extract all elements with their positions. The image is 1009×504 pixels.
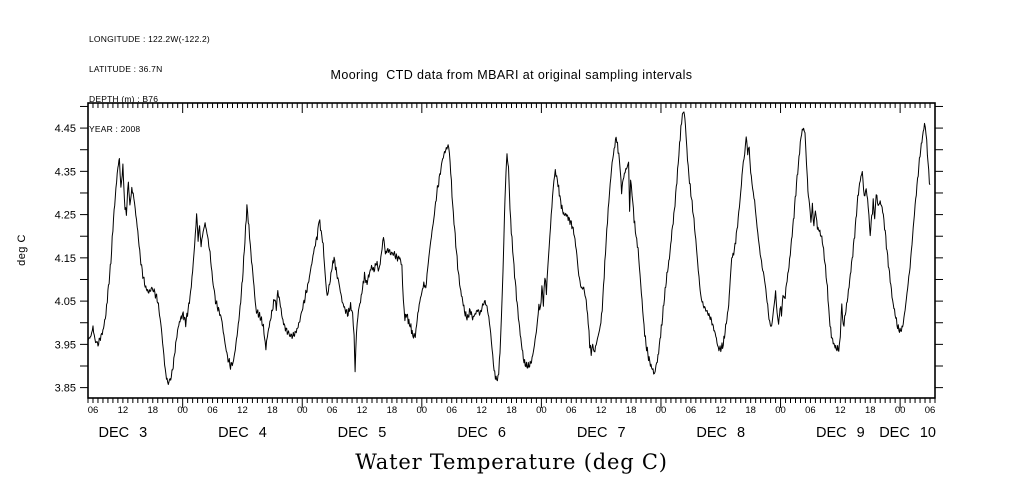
x-date-label: DEC 4 xyxy=(218,425,267,441)
metadata-longitude: LONGITUDE : 122.2W(-122.2) xyxy=(89,34,210,44)
x-hour-label: 06 xyxy=(327,405,338,416)
x-hour-label: 06 xyxy=(566,405,577,416)
x-hour-label: 06 xyxy=(686,405,697,416)
x-hour-label: 18 xyxy=(626,405,637,416)
station-metadata: LONGITUDE : 122.2W(-122.2) LATITUDE : 36… xyxy=(89,14,210,154)
metadata-depth: DEPTH (m) : B76 xyxy=(89,94,159,104)
y-tick-label: 3.95 xyxy=(55,339,76,351)
x-hour-label: 00 xyxy=(417,405,428,416)
x-hour-label: 00 xyxy=(775,405,786,416)
x-hour-label: 12 xyxy=(357,405,368,416)
y-tick-label: 4.15 xyxy=(55,253,76,265)
temperature-line xyxy=(87,111,931,385)
x-date-label: DEC 10 xyxy=(879,425,936,441)
x-hour-label: 06 xyxy=(207,405,218,416)
y-tick-label: 4.05 xyxy=(55,296,76,308)
x-date-label: DEC 6 xyxy=(457,425,506,441)
x-hour-label: 12 xyxy=(835,405,846,416)
x-hour-label: 18 xyxy=(147,405,158,416)
x-hour-label: 06 xyxy=(446,405,457,416)
x-date-label: DEC 3 xyxy=(99,425,148,441)
x-hour-label: 00 xyxy=(297,405,308,416)
x-date-label: DEC 8 xyxy=(696,425,745,441)
y-tick-label: 4.25 xyxy=(55,210,76,222)
axis-frame xyxy=(87,102,936,399)
x-hour-label: 18 xyxy=(506,405,517,416)
x-hour-label: 12 xyxy=(118,405,129,416)
x-hour-label: 18 xyxy=(865,405,876,416)
x-hour-label: 18 xyxy=(745,405,756,416)
x-hour-label: 06 xyxy=(88,405,99,416)
x-hour-label: 12 xyxy=(715,405,726,416)
x-hour-label: 18 xyxy=(387,405,398,416)
x-hour-label: 00 xyxy=(895,405,906,416)
x-hour-label: 06 xyxy=(805,405,816,416)
x-axis-title: Water Temperature (deg C) xyxy=(355,450,668,474)
x-date-label: DEC 9 xyxy=(816,425,865,441)
metadata-year: YEAR : 2008 xyxy=(89,124,141,134)
x-hour-label: 12 xyxy=(596,405,607,416)
x-hour-label: 00 xyxy=(656,405,667,416)
metadata-latitude: LATITUDE : 36.7N xyxy=(89,64,163,74)
x-date-label: DEC 7 xyxy=(577,425,626,441)
y-tick-label: 4.45 xyxy=(55,123,76,135)
x-hour-label: 12 xyxy=(237,405,248,416)
y-tick-label: 3.85 xyxy=(55,383,76,395)
x-hour-label: 06 xyxy=(925,405,936,416)
x-hour-label: 12 xyxy=(476,405,487,416)
y-tick-label: 4.35 xyxy=(55,166,76,178)
x-hour-label: 00 xyxy=(177,405,188,416)
x-hour-label: 00 xyxy=(536,405,547,416)
chart-title: Mooring CTD data from MBARI at original … xyxy=(330,68,693,82)
x-hour-label: 18 xyxy=(267,405,278,416)
x-date-label: DEC 5 xyxy=(338,425,387,441)
